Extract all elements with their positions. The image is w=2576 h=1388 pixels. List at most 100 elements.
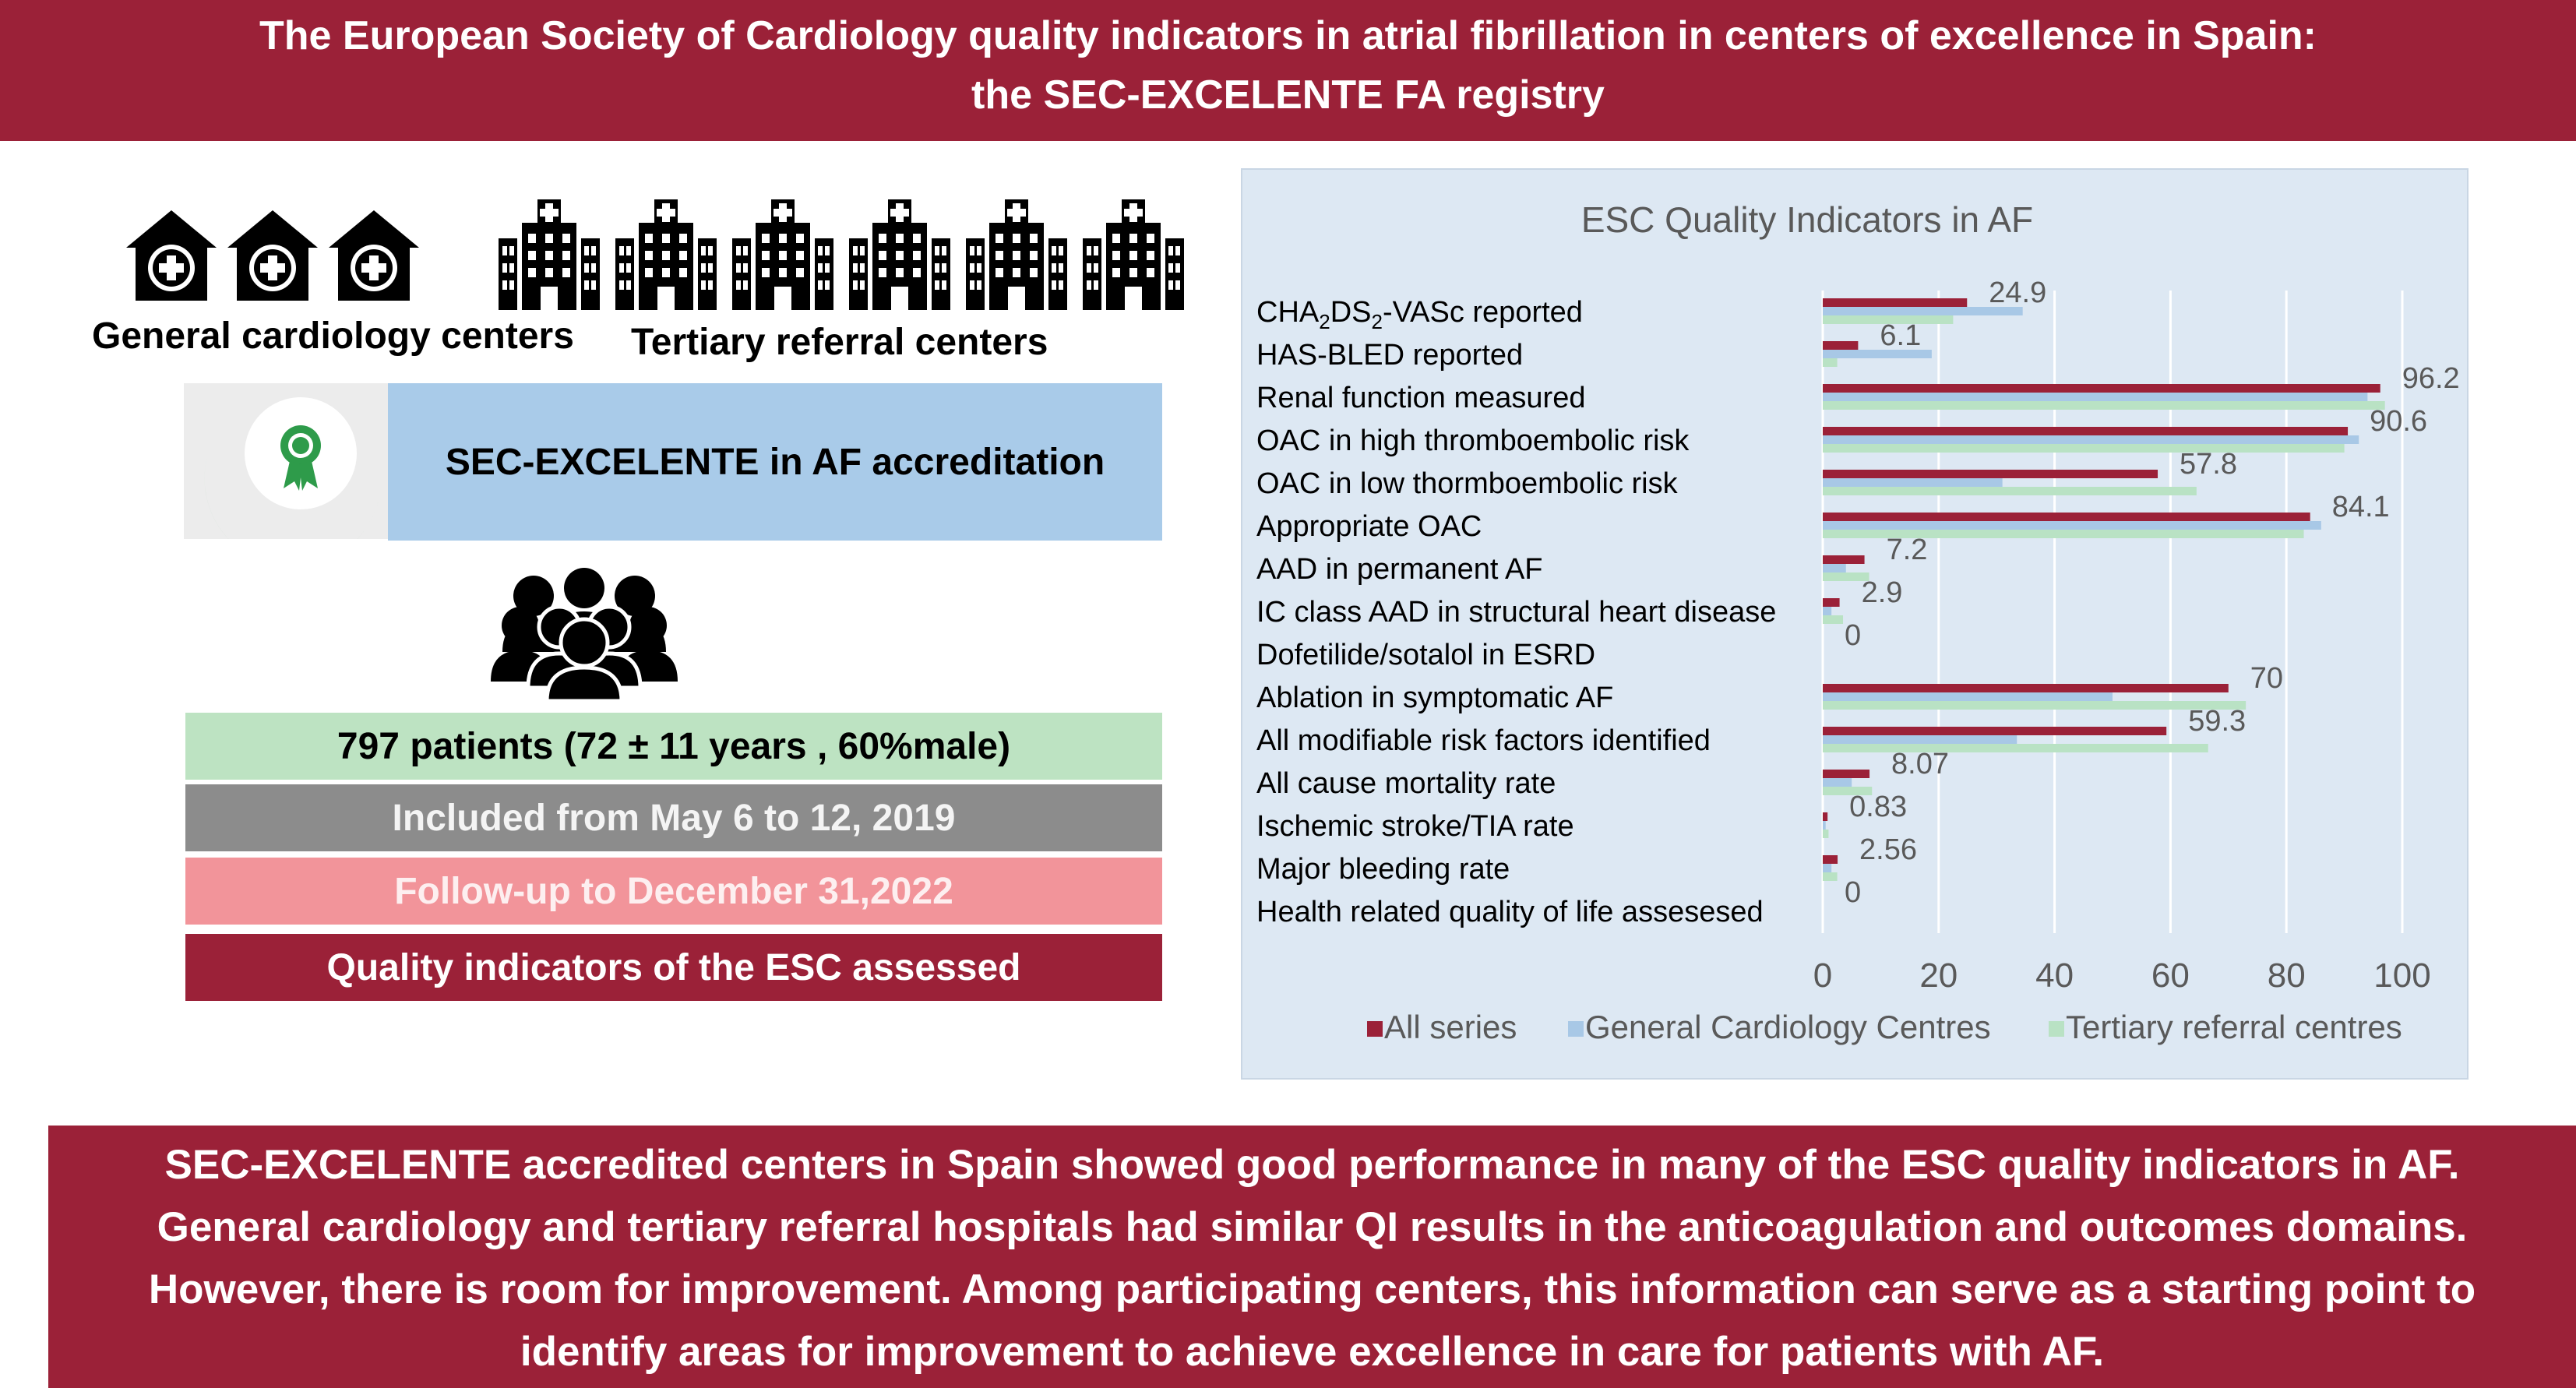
value-label: 70 <box>2250 662 2283 695</box>
value-label: 2.9 <box>1862 576 1903 609</box>
bar-all-series <box>1823 513 2310 521</box>
patients-box: 797 patients (72 ± 11 years , 60%male) <box>185 713 1162 780</box>
x-tick-label: 0 <box>1813 956 1832 995</box>
conclusion-line-2: General cardiology and tertiary referral… <box>157 1204 2468 1250</box>
title-line-2: the SEC-EXCELENTE FA registry <box>971 72 1605 118</box>
bar-general <box>1823 435 2359 444</box>
value-label: 0.83 <box>1849 791 1907 823</box>
hospital-icon <box>966 199 1067 310</box>
chart-title: ESC Quality Indicators in AF <box>1581 199 2033 240</box>
bar-tertiary <box>1823 315 1954 324</box>
value-label: 90.6 <box>2370 405 2427 438</box>
value-label: 7.2 <box>1887 534 1928 566</box>
bar-tertiary <box>1823 444 2345 453</box>
bar-all-series <box>1823 298 1968 307</box>
bar-tertiary <box>1823 358 1838 367</box>
conclusion-banner: SEC-EXCELENTE accredited centers in Spai… <box>48 1126 2576 1388</box>
value-label: 84.1 <box>2332 491 2390 523</box>
bar-general <box>1823 393 2368 401</box>
bar-general <box>1823 821 1826 830</box>
bar-general <box>1823 735 2017 744</box>
hospital-icon <box>1083 199 1184 310</box>
legend-label: General Cardiology Centres <box>1585 1009 1991 1045</box>
value-label: 2.56 <box>1859 833 1917 866</box>
bar-general <box>1823 864 1832 872</box>
quality-indicators-box: Quality indicators of the ESC assessed <box>185 934 1162 1001</box>
category-label: Major bleeding rate <box>1256 853 1510 886</box>
bar-all-series <box>1823 427 2349 435</box>
bar-tertiary <box>1823 787 1873 795</box>
conclusion-line-4: identify areas for improvement to achiev… <box>520 1329 2105 1375</box>
bar-tertiary <box>1823 872 1838 881</box>
x-tick-label: 20 <box>1919 956 1958 995</box>
bar-general <box>1823 692 2113 701</box>
house-icon <box>329 210 419 301</box>
bar-all-series <box>1823 855 1838 864</box>
hospital-icon <box>615 199 717 310</box>
patients-group-icon <box>491 568 678 701</box>
chart-panel: ESC Quality Indicators in AF CHA2DS2-VAS… <box>1241 168 2469 1080</box>
bar-all-series <box>1823 555 1865 564</box>
included-box: Included from May 6 to 12, 2019 <box>185 784 1162 851</box>
bar-tertiary <box>1823 401 2385 410</box>
legend: All series General Cardiology Centres Tert… <box>1367 1009 2402 1045</box>
bar-all-series <box>1823 598 1840 607</box>
category-label: All cause mortality rate <box>1256 767 1556 800</box>
bar-all-series <box>1823 812 1828 821</box>
tertiary-centers-icons <box>499 199 1184 310</box>
bar-all-series <box>1823 384 2380 393</box>
bars <box>1823 298 2385 881</box>
bar-tertiary <box>1823 572 1869 581</box>
category-label: IC class AAD in structural heart disease <box>1256 596 1776 629</box>
hospital-icon <box>849 199 950 310</box>
house-icon <box>126 210 217 301</box>
value-label: 8.07 <box>1891 748 1949 780</box>
category-label: All modifiable risk factors identified <box>1256 724 1711 757</box>
legend-label: All series <box>1384 1009 1517 1045</box>
followup-box: Follow-up to December 31,2022 <box>185 858 1162 925</box>
house-icon <box>227 210 318 301</box>
value-label: 0 <box>1845 876 1861 909</box>
value-label: 96.2 <box>2402 362 2460 395</box>
x-axis-ticks: 0 20 40 60 80 100 <box>1813 956 2431 995</box>
category-labels: CHA2DS2-VASc reported HAS-BLED reported Re… <box>1256 296 1776 928</box>
bar-general <box>1823 478 2003 487</box>
legend-swatch <box>2049 1021 2064 1037</box>
category-label: HAS-BLED reported <box>1256 339 1523 372</box>
category-label: Ischemic stroke/TIA rate <box>1256 810 1574 843</box>
x-tick-label: 100 <box>2373 956 2430 995</box>
bar-all-series <box>1823 770 1870 778</box>
category-label: OAC in low thormboembolic risk <box>1256 467 1679 500</box>
category-label: Appropriate OAC <box>1256 510 1482 543</box>
title-banner: The European Society of Cardiology quali… <box>0 0 2576 141</box>
value-label: 59.3 <box>2188 705 2246 738</box>
legend-label: Tertiary referral centres <box>2066 1009 2402 1045</box>
category-label: OAC in high thromboembolic risk <box>1256 425 1690 457</box>
legend-swatch <box>1568 1021 1584 1037</box>
value-label: 57.8 <box>2180 448 2237 481</box>
value-label: 0 <box>1845 619 1861 652</box>
bar-all-series <box>1823 470 2158 478</box>
bar-all-series <box>1823 341 1859 350</box>
bar-tertiary <box>1823 830 1829 838</box>
category-label: CHA2DS2-VASc reported <box>1256 296 1583 333</box>
bar-general <box>1823 521 2321 530</box>
accreditation-box: SEC-EXCELENTE in AF accreditation <box>388 383 1162 541</box>
bar-tertiary <box>1823 744 2208 752</box>
hospital-icon <box>732 199 833 310</box>
conclusion-line-1: SEC-EXCELENTE accredited centers in Spai… <box>164 1142 2460 1188</box>
bar-all-series <box>1823 684 2229 692</box>
bar-tertiary <box>1823 701 2247 710</box>
value-labels: 24.96.196.290.657.884.17.22.907059.38.07… <box>1845 277 2460 909</box>
value-label: 24.9 <box>1989 277 2046 309</box>
bar-chart: ESC Quality Indicators in AF CHA2DS2-VAS… <box>1256 199 2460 1045</box>
x-tick-label: 40 <box>2035 956 2074 995</box>
conclusion-line-3: However, there is room for improvement. … <box>148 1266 2476 1312</box>
category-label: Dofetilide/sotalol in ESRD <box>1256 639 1595 671</box>
category-label: AAD in permanent AF <box>1256 553 1543 586</box>
category-label: Renal function measured <box>1256 382 1585 414</box>
title-line-1: The European Society of Cardiology quali… <box>259 13 2317 58</box>
bar-tertiary <box>1823 487 2197 495</box>
tertiary-centers-label: Tertiary referral centers <box>631 322 1048 363</box>
category-label: Ablation in symptomatic AF <box>1256 682 1613 714</box>
